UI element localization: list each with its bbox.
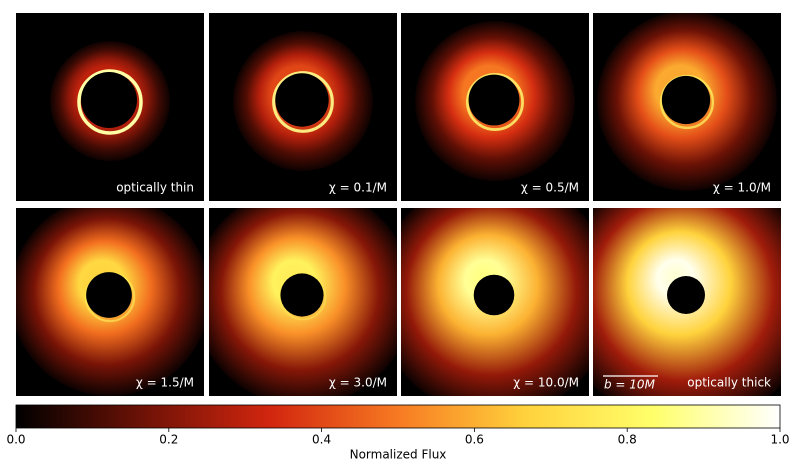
panel-label: χ = 1.5/M bbox=[136, 376, 194, 390]
colorbar-tick-label: 0.2 bbox=[159, 433, 178, 447]
shadow bbox=[473, 274, 515, 316]
panel bbox=[401, 13, 589, 201]
panel-grid: optically thin χ = 0.1/M χ = 0.5/M χ = 1.0/… bbox=[16, 13, 781, 396]
shadow bbox=[667, 276, 705, 314]
colorbar bbox=[15, 404, 781, 429]
colorbar-tick-label: 0.6 bbox=[465, 433, 484, 447]
photon-ring bbox=[466, 73, 524, 131]
panel-label: χ = 10.0/M bbox=[513, 376, 579, 390]
colorbar-tick-label: 0.8 bbox=[618, 433, 637, 447]
panel-label: χ = 3.0/M bbox=[329, 376, 387, 390]
shadow bbox=[468, 74, 520, 126]
panel-label: χ = 1.0/M bbox=[713, 181, 771, 195]
panel bbox=[16, 208, 204, 396]
panel-label: χ = 0.1/M bbox=[329, 181, 387, 195]
panel bbox=[209, 13, 397, 201]
scale-bar-label: b = 10M bbox=[604, 378, 656, 392]
panel bbox=[593, 13, 781, 201]
panel-label: optically thick bbox=[687, 376, 771, 390]
panel bbox=[401, 208, 589, 396]
panel-label: χ = 0.5/M bbox=[521, 181, 579, 195]
shadow bbox=[280, 273, 324, 317]
panel bbox=[16, 13, 204, 201]
colorbar-tick-label: 1.0 bbox=[770, 433, 789, 447]
shadow bbox=[86, 272, 132, 318]
colorbar-label: Normalized Flux bbox=[350, 448, 447, 462]
photon-ring bbox=[77, 69, 143, 135]
shadow bbox=[275, 73, 329, 127]
panel-label: optically thin bbox=[116, 181, 194, 195]
panel bbox=[209, 208, 397, 396]
shadow bbox=[661, 75, 711, 125]
photon-ring bbox=[272, 71, 334, 133]
panel bbox=[593, 208, 781, 396]
colorbar-tick-label: 0.0 bbox=[6, 433, 25, 447]
shadow bbox=[81, 72, 137, 128]
colorbar-tick-label: 0.4 bbox=[312, 433, 331, 447]
